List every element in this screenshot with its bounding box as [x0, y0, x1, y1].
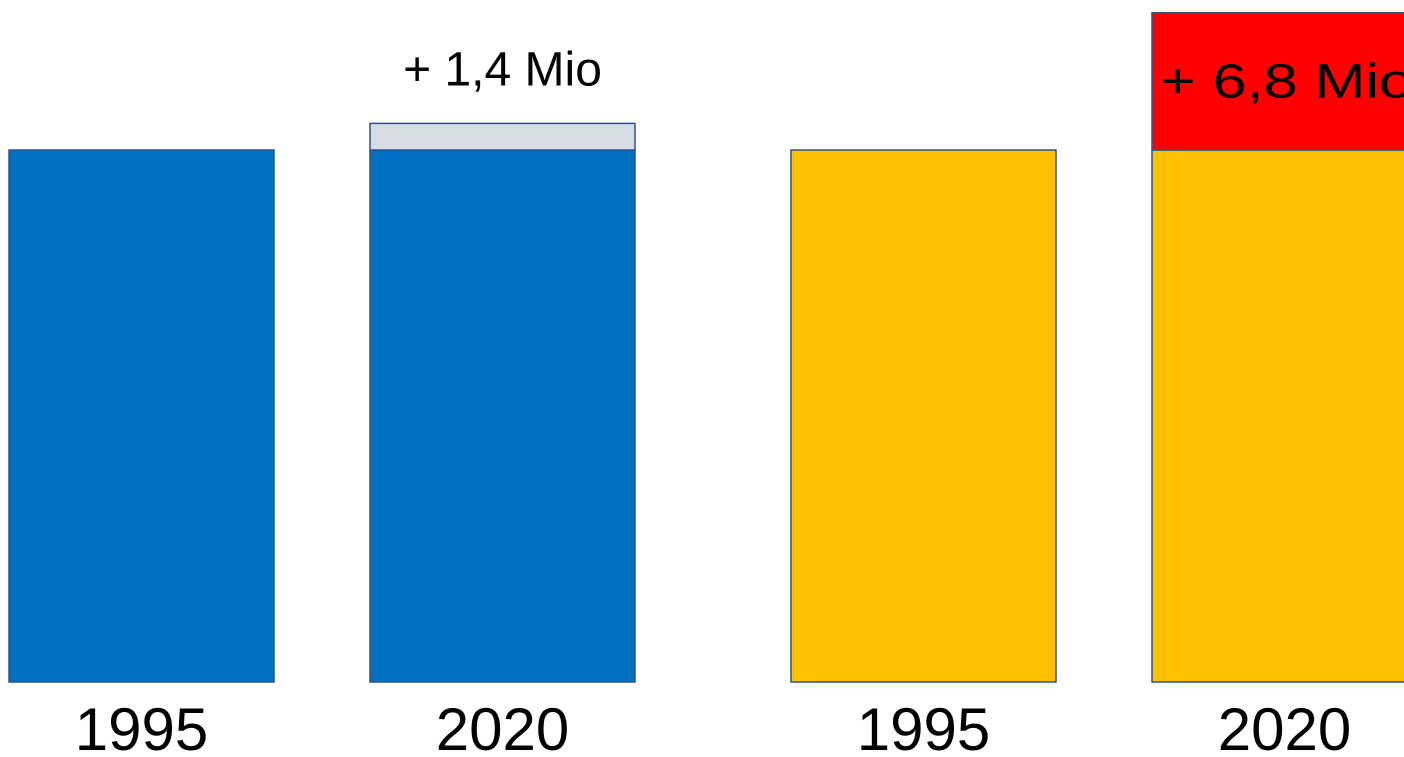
- x-tick-label: 1995: [75, 696, 208, 757]
- increase-data-label: + 6,8 Mio: [1160, 55, 1404, 108]
- bar-increase-segment-group-2: [1151, 11, 1404, 151]
- x-tick-label: 2020: [436, 696, 569, 757]
- bar-1995-group-1: [8, 149, 275, 683]
- bar-increase-segment-group-1: [369, 122, 636, 151]
- x-tick-label: 1995: [857, 696, 990, 757]
- bar-2020-group-1: [369, 149, 636, 683]
- bar-1995-group-2: [790, 149, 1057, 683]
- increase-data-label: + 1,4 Mio: [403, 43, 602, 96]
- bar-2020-group-2: [1151, 149, 1404, 683]
- x-tick-label: 2020: [1218, 696, 1351, 757]
